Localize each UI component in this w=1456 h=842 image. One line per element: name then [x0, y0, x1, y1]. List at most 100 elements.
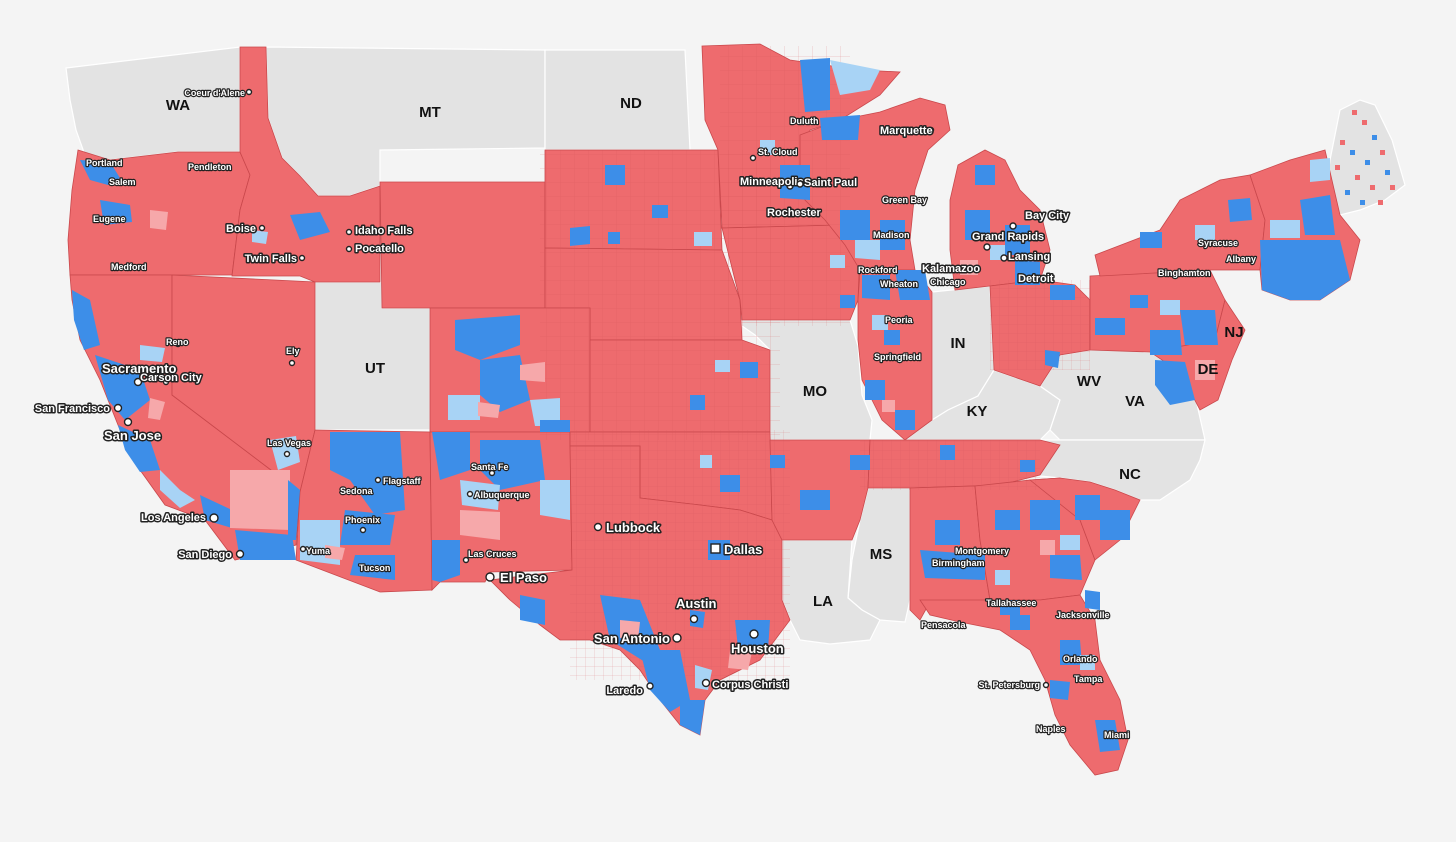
- state-mt: [265, 46, 546, 197]
- label-ky: KY: [967, 403, 988, 420]
- city-dot: [245, 88, 253, 96]
- label-de: DE: [1198, 361, 1219, 378]
- city-pocatello: Pocatello: [355, 243, 404, 255]
- city-idaho-falls: Idaho Falls: [355, 225, 412, 237]
- city-dot: [593, 522, 603, 532]
- city-dot: [485, 572, 495, 582]
- city-eugene: Eugene: [93, 214, 126, 224]
- city-dallas: Dallas: [724, 542, 762, 557]
- label-in: IN: [951, 335, 966, 352]
- city-dot: [466, 490, 474, 498]
- city-st-cloud: St. Cloud: [758, 147, 798, 157]
- city-houston: Houston: [731, 641, 784, 656]
- city-yuma: Yuma: [306, 546, 331, 556]
- city-dot: [359, 526, 367, 534]
- city-boise: Boise: [226, 223, 256, 235]
- city-dot: [488, 469, 496, 477]
- city-dot: [235, 549, 245, 559]
- city-flagstaff: Flagstaff: [383, 476, 422, 486]
- city-binghamton: Binghamton: [1158, 268, 1211, 278]
- label-wa: WA: [166, 97, 190, 114]
- label-nc: NC: [1119, 466, 1141, 483]
- city-las-cruces: Las Cruces: [468, 549, 517, 559]
- city-pendleton: Pendleton: [188, 162, 232, 172]
- city-las-vegas: Las Vegas: [267, 438, 311, 448]
- city-dot: [1000, 254, 1008, 262]
- city-dot: [749, 154, 757, 162]
- city-reno: Reno: [166, 337, 189, 347]
- city-san-antonio: San Antonio: [594, 631, 670, 646]
- city-wheaton: Wheaton: [880, 279, 918, 289]
- city-corpus-christi: Corpus Christi: [712, 679, 788, 691]
- city-salem: Salem: [109, 177, 136, 187]
- city-dot: [672, 633, 682, 643]
- no-data-states: [65, 46, 1406, 645]
- city-dot: [174, 340, 182, 348]
- city-dot: [133, 377, 143, 387]
- city-madison: Madison: [873, 230, 910, 240]
- city-austin: Austin: [676, 596, 717, 611]
- city-chicago: Chicago: [930, 277, 966, 287]
- city-dot: [209, 513, 219, 523]
- city-pensacola: Pensacola: [921, 620, 967, 630]
- state-id: [231, 46, 381, 283]
- city-santa-fe: Santa Fe: [471, 462, 509, 472]
- city-dot: [1042, 681, 1050, 689]
- city-dot: [749, 629, 759, 639]
- city-dot: [961, 264, 969, 272]
- city-medford: Medford: [111, 262, 147, 272]
- city-san-francisco: San Francisco: [35, 403, 110, 415]
- city-twin-falls: Twin Falls: [245, 253, 297, 265]
- city-dot: [288, 359, 296, 367]
- city-miami: Miami: [1104, 730, 1130, 740]
- city-rockford: Rockford: [858, 265, 898, 275]
- city-ely: Ely: [286, 346, 300, 356]
- city-dot: [808, 208, 816, 216]
- city-duluth: Duluth: [790, 116, 819, 126]
- city-lubbock: Lubbock: [606, 520, 661, 535]
- city-dot: [123, 417, 133, 427]
- city-dot: [710, 543, 721, 554]
- city-jacksonville: Jacksonville: [1056, 610, 1110, 620]
- city-dot: [811, 116, 819, 124]
- city-kalamazoo: Kalamazoo: [922, 263, 980, 275]
- city-grand-rapids: Grand Rapids: [972, 231, 1044, 243]
- label-nd: ND: [620, 95, 642, 112]
- city-peoria: Peoria: [885, 315, 914, 325]
- label-mo: MO: [803, 383, 827, 400]
- maine-scatter: [1335, 110, 1395, 205]
- city-sedona: Sedona: [340, 486, 374, 496]
- city-coeur-d-alene: Coeur d'Alene: [184, 88, 245, 98]
- city-dot: [283, 450, 291, 458]
- label-la: LA: [813, 593, 833, 610]
- city-dot: [298, 254, 306, 262]
- city-dot: [689, 614, 699, 624]
- city-carson-city: Carson City: [140, 372, 203, 384]
- city-markers: Coeur d'Alene Boise Twin Falls Idaho Fal…: [33, 87, 1257, 741]
- city-dot: [701, 678, 711, 688]
- city-dot: [927, 126, 935, 134]
- city-sacramento: Sacramento: [102, 361, 176, 376]
- city-tucson: Tucson: [359, 563, 390, 573]
- label-wv: WV: [1077, 373, 1101, 390]
- city-minneapolis: Minneapolis: [740, 176, 804, 188]
- city-dot: [983, 243, 991, 251]
- city-portland: Portland: [86, 158, 123, 168]
- label-ms: MS: [870, 546, 893, 563]
- city-lansing: Lansing: [1008, 251, 1050, 263]
- label-ut: UT: [365, 360, 385, 377]
- city-dot: [345, 245, 353, 253]
- city-saint-paul: Saint Paul: [804, 177, 857, 189]
- city-san-diego: San Diego: [178, 549, 232, 561]
- city-dot: [299, 545, 307, 553]
- city-dot: [1098, 610, 1106, 618]
- city-syracuse: Syracuse: [1198, 238, 1238, 248]
- city-phoenix: Phoenix: [345, 515, 380, 525]
- city-bay-city: Bay City: [1025, 210, 1070, 222]
- city-albuquerque: Albuquerque: [474, 490, 530, 500]
- city-birmingham: Birmingham: [932, 558, 985, 568]
- city-el-paso: El Paso: [500, 570, 547, 585]
- label-nj: NJ: [1224, 324, 1243, 341]
